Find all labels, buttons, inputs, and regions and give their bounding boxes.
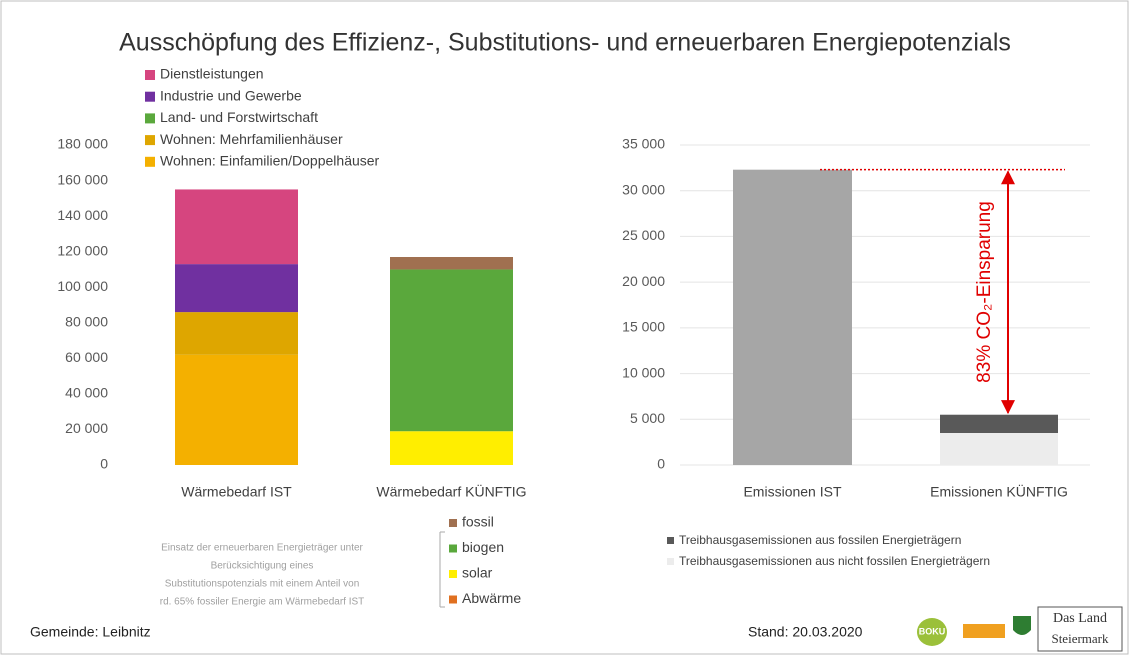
logo-orange (963, 624, 1005, 638)
x-tick-label: Emissionen IST (743, 484, 841, 500)
y-tick-label: 180 000 (57, 136, 108, 152)
logo-crest (1013, 616, 1031, 635)
bar-segment (940, 414, 1058, 433)
bar-segment (175, 264, 298, 313)
y-tick-label: 160 000 (57, 171, 108, 187)
y-tick-label: 140 000 (57, 207, 108, 223)
y-tick-label: 40 000 (65, 385, 108, 401)
bar-segment (940, 433, 1058, 465)
legend-swatch (667, 537, 674, 544)
legend-swatch (145, 91, 155, 102)
legend-swatch (667, 558, 674, 565)
y-tick-label: 25 000 (622, 227, 665, 243)
legend-label: Wohnen: Mehrfamilienhäuser (160, 131, 343, 147)
bracket (439, 531, 445, 608)
legend-swatch (449, 519, 457, 527)
legend-label: Land- und Forstwirtschaft (160, 109, 318, 125)
y-tick-label: 20 000 (65, 420, 108, 436)
logo-boku (917, 618, 947, 646)
legend-swatch (145, 135, 155, 146)
y-tick-label: 0 (100, 456, 108, 472)
bar-segment (390, 431, 513, 465)
legend-swatch (449, 544, 457, 553)
annotation: Substitutionspotenzials mit einem Anteil… (165, 579, 360, 590)
footer-left: Gemeinde: Leibnitz (30, 624, 151, 640)
legend-label: Abwärme (462, 590, 521, 606)
logo-box (1037, 606, 1123, 652)
legend-swatch (449, 595, 457, 604)
legend-label: Treibhausgasemissionen aus fossilen Ener… (679, 533, 961, 547)
y-tick-label: 100 000 (57, 278, 108, 294)
y-tick-label: 35 000 (622, 136, 665, 152)
annotation: Berücksichtigung eines (211, 561, 314, 572)
bar-segment (175, 354, 298, 465)
y-tick-label: 5 000 (630, 410, 665, 426)
annotation: rd. 65% fossiler Energie am Wärmebedarf … (160, 597, 365, 608)
legend-swatch (449, 570, 457, 578)
legend-swatch (145, 113, 155, 124)
title: Ausschöpfung des Effizienz-, Substitutio… (119, 29, 1011, 57)
legend-label: Wohnen: Einfamilien/Doppelhäuser (160, 153, 380, 169)
legend-swatch (145, 156, 155, 167)
legend-label: biogen (462, 539, 504, 555)
x-tick-label: Wärmebedarf IST (181, 484, 292, 500)
logo-boku-text: BOKU (919, 626, 946, 636)
legend-label: Industrie und Gewerbe (160, 87, 302, 103)
bar-segment (175, 312, 298, 355)
annotation: Einsatz der erneuerbaren Energieträger u… (161, 543, 363, 554)
x-tick-label: Wärmebedarf KÜNFTIG (376, 483, 526, 500)
bar-segment (733, 169, 852, 465)
y-tick-label: 60 000 (65, 349, 108, 365)
y-tick-label: 30 000 (622, 181, 665, 197)
footer-date: Stand: 20.03.2020 (748, 624, 863, 640)
y-tick-label: 80 000 (65, 313, 108, 329)
legend-label: fossil (462, 514, 494, 530)
logo-steiermark: Steiermark (1051, 631, 1109, 646)
annotation: 83% CO₂-Einsparung (974, 201, 995, 383)
legend-swatch (145, 70, 155, 80)
logo-land: Das Land (1053, 611, 1107, 626)
x-tick-label: Emissionen KÜNFTIG (930, 483, 1068, 500)
legend-label: Treibhausgasemissionen aus nicht fossile… (679, 554, 990, 568)
y-tick-label: 0 (657, 456, 665, 472)
y-tick-label: 120 000 (57, 242, 108, 258)
y-tick-label: 15 000 (622, 319, 665, 335)
legend-label: solar (462, 565, 493, 581)
bar-segment (175, 189, 298, 265)
bar-segment (390, 269, 513, 432)
legend-label: Dienstleistungen (160, 66, 264, 82)
y-tick-label: 20 000 (622, 273, 665, 289)
bar-segment (390, 257, 513, 270)
y-tick-label: 10 000 (622, 364, 665, 380)
